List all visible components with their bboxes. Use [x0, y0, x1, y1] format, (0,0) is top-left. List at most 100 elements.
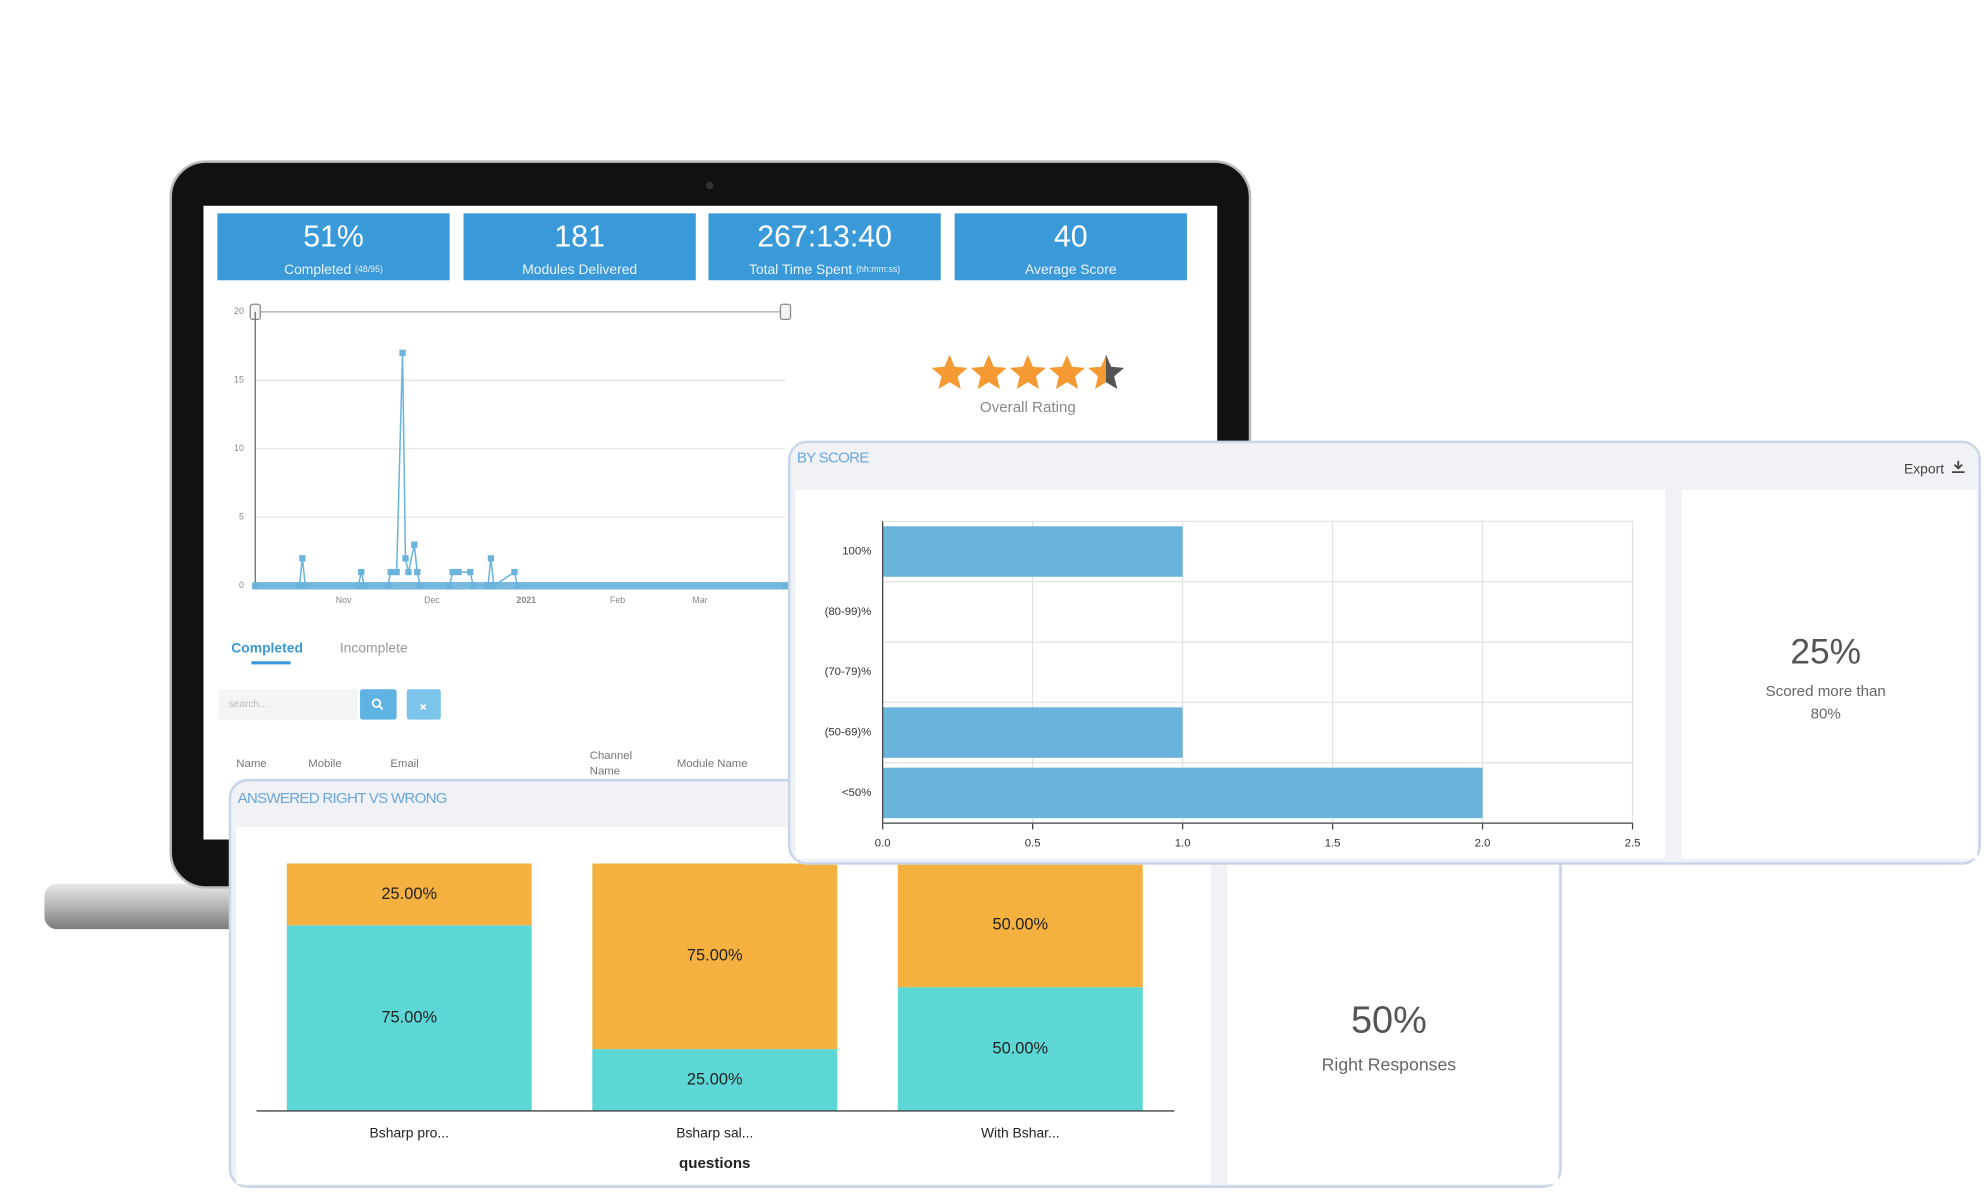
bar-segment — [592, 1049, 838, 1111]
x-tick-label: 0.0 — [875, 837, 891, 849]
stat-label: Right Responses — [1322, 1054, 1457, 1074]
x-tick-label: 2.5 — [1625, 837, 1641, 849]
y-tick-label: (80-99)% — [825, 606, 872, 618]
y-tick-label: (50-69)% — [825, 727, 872, 739]
point — [387, 568, 394, 576]
right-wrong-stat-panel — [1227, 826, 1559, 1185]
card-title: BY SCORE — [797, 449, 870, 466]
camera — [705, 181, 714, 190]
point — [252, 582, 259, 589]
x-tick-label: Bsharp sal... — [676, 1124, 753, 1140]
stat-label: Scored more than 80% — [1766, 683, 1886, 723]
search-icon — [371, 698, 382, 708]
y-tick-label: (70-79)% — [825, 666, 872, 678]
value-label: 50.00% — [992, 1039, 1048, 1057]
kpi-label: Average Score — [1025, 261, 1117, 277]
bar-segment — [592, 863, 838, 1050]
x-tick-label: 2.0 — [1475, 837, 1491, 849]
kpi-label-text: Total Time Spent — [749, 261, 852, 277]
x-tick-label: Feb — [610, 595, 625, 605]
point — [355, 582, 362, 589]
rating-star — [931, 354, 968, 390]
point — [470, 582, 477, 589]
bar — [882, 526, 1183, 577]
bar — [882, 707, 1183, 758]
stat-value: 50% — [1351, 1000, 1427, 1042]
kpi-label-text: Completed — [284, 261, 351, 277]
x-tick-label: 1.0 — [1175, 837, 1191, 849]
kpi-tile — [708, 213, 941, 281]
rating-label: Overall Rating — [980, 399, 1076, 416]
search-box[interactable] — [218, 689, 358, 720]
kpi-tile — [217, 213, 450, 281]
y-tick-label: 0 — [239, 580, 244, 590]
point — [384, 582, 391, 589]
y-tick-label: <50% — [842, 787, 871, 799]
rating-star — [1048, 354, 1085, 390]
point — [414, 568, 421, 576]
kpi-label: Completed (48/95) — [284, 261, 383, 277]
point — [417, 582, 424, 589]
x-axis-title: questions — [679, 1155, 750, 1172]
kpi-label-text: Modules Delivered — [522, 261, 637, 277]
point — [402, 555, 409, 562]
kpi-label: Modules Delivered — [522, 261, 637, 277]
export-button[interactable]: Export — [1904, 460, 1944, 476]
kpi-value: 267:13:40 — [757, 221, 892, 254]
point — [446, 582, 453, 589]
kpi-value: 51% — [303, 221, 364, 254]
point — [411, 541, 418, 548]
point — [296, 582, 303, 589]
clear-icon — [420, 703, 427, 711]
bar — [882, 767, 1483, 819]
value-label: 75.00% — [381, 1008, 437, 1026]
point — [302, 582, 309, 589]
point — [455, 568, 462, 576]
point — [487, 555, 495, 562]
table-header: Email — [390, 758, 418, 770]
rating-star — [970, 354, 1007, 390]
bar-segment — [897, 987, 1143, 1111]
range-handle[interactable] — [779, 303, 792, 321]
tab[interactable]: Completed — [231, 640, 303, 656]
search-button[interactable] — [360, 689, 397, 720]
x-tick-label: 1.5 — [1325, 837, 1341, 849]
right-wrong-content: ANSWERED RIGHT VS WRONG 50% Right Response… — [238, 790, 1457, 1172]
stat-value: 25% — [1790, 632, 1861, 671]
screen-content: 51% Completed (48/95) 181 Modules Delivered 2… — [217, 213, 1187, 777]
point — [511, 568, 518, 576]
clear-button[interactable] — [406, 689, 441, 720]
table-header: Module Name — [677, 758, 748, 770]
table-header: Name — [236, 758, 266, 770]
point — [361, 582, 368, 589]
kpi-label: Total Time Spent (hh:mm:ss) — [749, 261, 900, 277]
search-placeholder: search... — [229, 699, 268, 710]
point — [405, 568, 412, 576]
value-label: 25.00% — [687, 1070, 743, 1088]
kpi-value: 181 — [554, 221, 605, 254]
value-label: 75.00% — [687, 947, 743, 965]
search-icon — [378, 705, 384, 711]
y-tick-label: 15 — [234, 375, 244, 385]
bar-segment — [286, 863, 532, 926]
x-tick-label: With Bshar... — [981, 1124, 1060, 1140]
point — [449, 568, 456, 576]
by-score-stat-panel — [1681, 489, 1978, 859]
by-score-content: BY SCORE Export 25% Scored more than 80% 0.0 0… — [797, 449, 1944, 849]
point — [484, 582, 492, 589]
table-header: Mobile — [308, 758, 341, 770]
bar-segment — [286, 925, 532, 1111]
kpi-label-text: Average Score — [1025, 261, 1117, 277]
y-tick-label: 100% — [842, 546, 871, 558]
y-tick-label: 5 — [239, 512, 244, 522]
kpi-tile — [954, 213, 1187, 281]
export-icon[interactable] — [1951, 460, 1965, 474]
x-tick-label: 2021 — [516, 595, 536, 605]
rating-star — [1009, 354, 1046, 390]
tab[interactable]: Incomplete — [340, 640, 408, 656]
kpi-sub: (48/95) — [355, 264, 383, 274]
rating-star — [1088, 354, 1125, 390]
bar-segment — [897, 863, 1143, 988]
